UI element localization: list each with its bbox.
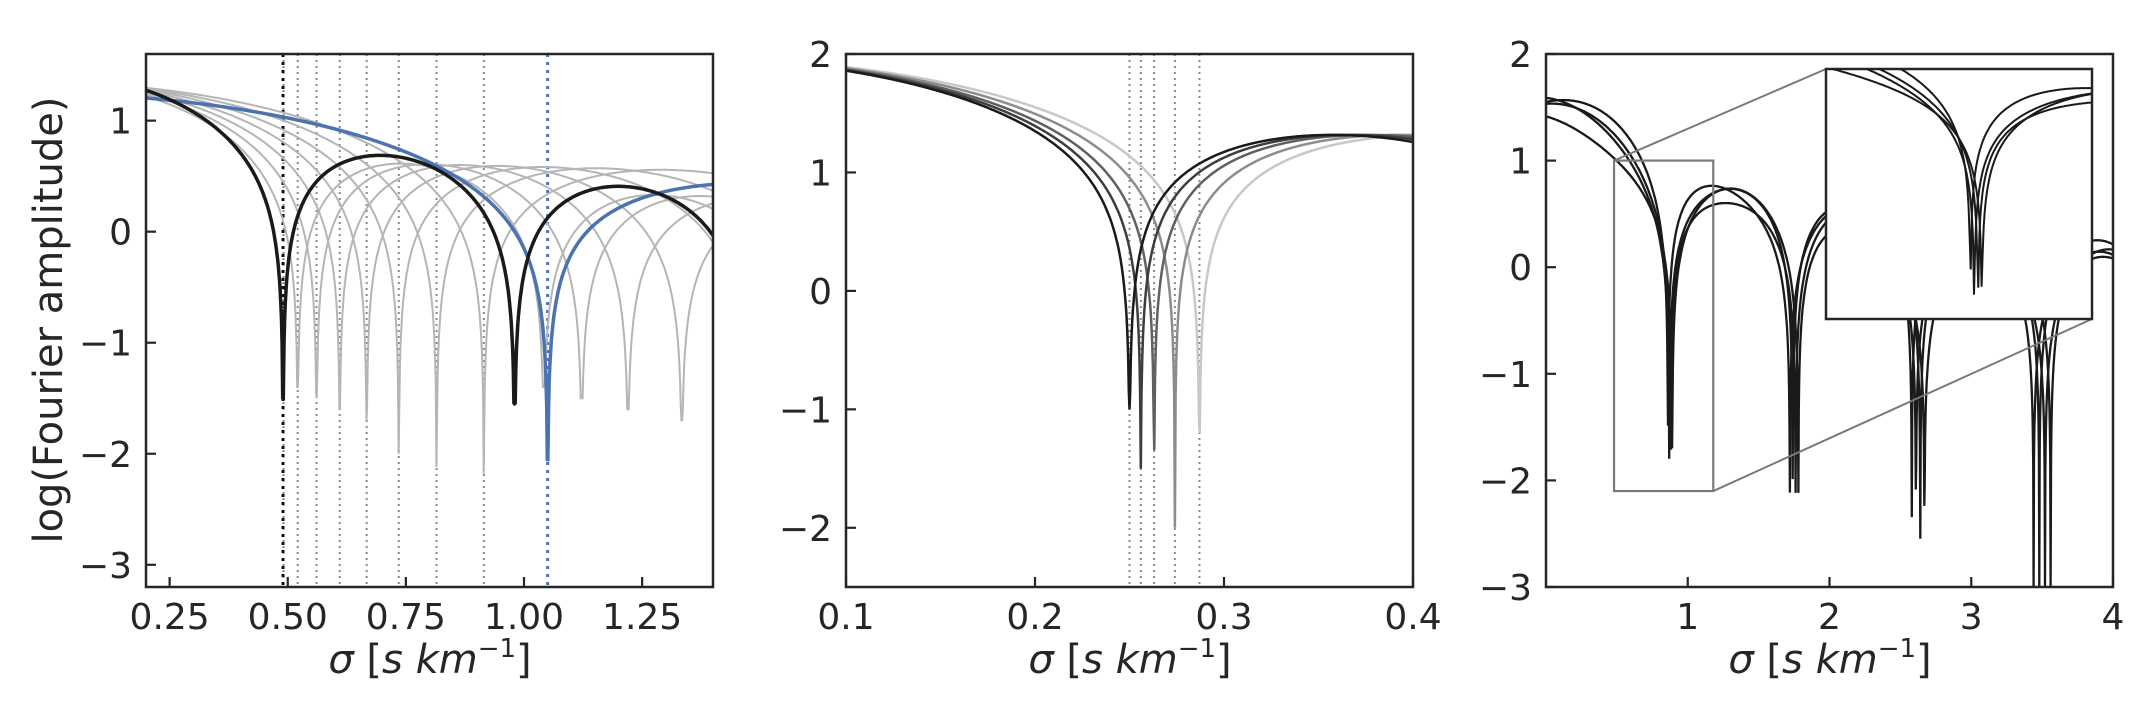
zoom-connector-line [1613, 68, 1827, 162]
middle-y-tick-label: 0 [809, 272, 832, 313]
left-y-axis-label: log(Fourier amplitude) [26, 96, 72, 543]
middle-series [846, 65, 1413, 434]
left-x-tick-label: 0.50 [248, 597, 328, 638]
left-y-tick-label: 0 [109, 213, 132, 254]
inset-curves [1828, 69, 2092, 295]
left-series-blue-envelope [146, 96, 713, 462]
middle-y-tick-label: 2 [809, 35, 832, 76]
middle-plot-frame [844, 52, 1415, 589]
right-y-tick-label: −1 [1479, 355, 1532, 396]
middle-x-tick-label: 0.4 [1384, 597, 1441, 638]
right-y-tick-label: 2 [1509, 35, 1532, 76]
right-panel: 1 2 3 4 −3 −2 −1 0 1 2 σ [s km−1] [1479, 35, 2125, 683]
left-y-tick-label: −2 [79, 435, 132, 476]
left-x-tick-label: 0.25 [130, 597, 210, 638]
middle-x-tick-label: 0.3 [1195, 597, 1252, 638]
zoom-connector-line [1712, 318, 2093, 492]
middle-series [846, 69, 1413, 410]
left-series-gray [146, 87, 713, 468]
left-series-bold-black [146, 88, 713, 407]
left-series-gray [146, 89, 713, 454]
right-y-tick-label: 1 [1509, 142, 1532, 183]
middle-x-axis-label: σ [s km−1] [1028, 634, 1231, 683]
left-plot-frame [144, 52, 715, 589]
right-x-tick-label: 4 [2102, 597, 2125, 638]
middle-y-tick-label: 1 [809, 153, 832, 194]
left-x-tick-label: 0.75 [366, 597, 446, 638]
left-x-tick-label: 1.00 [484, 597, 564, 638]
middle-panel: 0.1 0.2 0.3 0.4 −2 −1 0 1 2 σ [s km−1] [779, 35, 1442, 683]
inset-series [1828, 69, 2092, 287]
left-y-tick-label: −3 [79, 546, 132, 587]
inset-series [1864, 69, 2092, 295]
middle-series [846, 66, 1413, 528]
left-y-tick-label: −1 [79, 324, 132, 365]
inset-axes-frame [1824, 67, 2094, 321]
left-y-tick-label: 1 [109, 102, 132, 143]
middle-x-tick-label: 0.2 [1006, 597, 1063, 638]
middle-series [846, 67, 1413, 451]
right-y-tick-label: 0 [1509, 248, 1532, 289]
middle-y-tick-label: −2 [779, 509, 832, 550]
right-y-tick-label: −3 [1479, 568, 1532, 609]
right-x-tick-label: 2 [1818, 597, 1841, 638]
left-series-gray [146, 90, 713, 422]
right-x-tick-label: 3 [1960, 597, 1983, 638]
zoom-region-box [1612, 159, 1715, 493]
left-panel: 0.25 0.50 0.75 1.00 1.25 −3 −2 −1 0 1 log(Fourier… [26, 52, 715, 683]
left-x-axis-label: σ [s km−1] [328, 634, 531, 683]
middle-y-tick-label: −1 [779, 390, 832, 431]
left-x-tick-label: 1.25 [602, 597, 682, 638]
left-series-gray [146, 86, 713, 474]
middle-x-tick-label: 0.1 [817, 597, 874, 638]
right-x-axis-label: σ [s km−1] [1728, 634, 1931, 683]
right-x-tick-label: 1 [1676, 597, 1699, 638]
right-y-tick-label: −2 [1479, 461, 1532, 502]
